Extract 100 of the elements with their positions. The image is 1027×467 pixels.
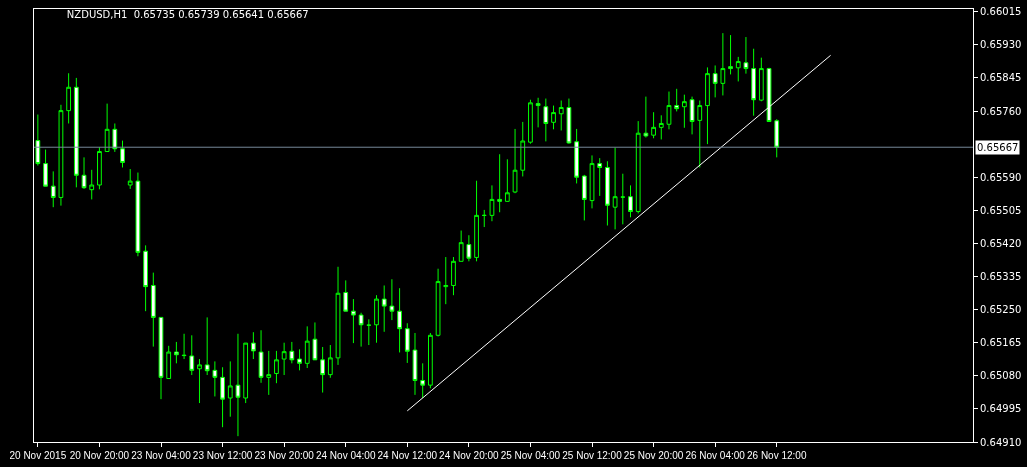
- candlestick: [535, 97, 541, 128]
- candlestick: [458, 230, 464, 262]
- candlestick: [304, 325, 310, 369]
- y-tick-label: 0.65505: [980, 204, 1022, 216]
- candlestick: [635, 120, 641, 214]
- candlestick: [204, 316, 210, 376]
- candlestick: [66, 72, 72, 124]
- candlestick: [589, 154, 595, 209]
- y-tick-label: 0.65845: [980, 72, 1022, 84]
- candlestick: [504, 158, 510, 202]
- y-tick-label: 0.65930: [980, 39, 1022, 51]
- candlestick: [120, 140, 125, 168]
- candlestick: [250, 331, 256, 360]
- candlestick: [620, 173, 626, 225]
- x-tick-label: 25 Nov 12:00: [562, 450, 623, 461]
- candlestick: [751, 48, 757, 117]
- candlestick: [443, 256, 449, 305]
- candlestick: [381, 284, 387, 333]
- x-tick-label: 23 Nov 12:00: [192, 450, 253, 461]
- x-tick-label: 20 Nov 20:00: [69, 450, 130, 461]
- candlestick: [274, 350, 279, 384]
- candlestick: [451, 256, 456, 296]
- x-tick-label: 25 Nov 04:00: [500, 450, 561, 461]
- candlestick: [389, 278, 395, 321]
- candlestick: [197, 358, 202, 404]
- candlestick: [528, 99, 533, 145]
- candlestick: [581, 174, 587, 221]
- candlestick: [43, 149, 48, 187]
- candlestick: [189, 334, 195, 376]
- x-tick-label: 20 Nov 2015: [9, 450, 67, 461]
- candlestick: [258, 329, 264, 384]
- candlestick: [574, 128, 579, 184]
- candlestick: [343, 279, 349, 312]
- y-tick-label: 0.65165: [980, 337, 1022, 349]
- candlestick: [420, 362, 426, 399]
- candlestick: [766, 67, 772, 123]
- x-tick-label: 26 Nov 04:00: [685, 450, 746, 461]
- x-tick-label: 24 Nov 12:00: [377, 450, 438, 461]
- candlestick: [689, 96, 695, 135]
- candlestick: [212, 360, 218, 397]
- candlestick: [397, 287, 402, 353]
- candlestick: [112, 122, 118, 153]
- candlestick: [73, 77, 79, 188]
- y-tick-label: 0.65335: [980, 271, 1022, 283]
- x-tick-label: 23 Nov 20:00: [254, 450, 315, 461]
- x-tick-label: 24 Nov 04:00: [315, 450, 376, 461]
- candlestick: [481, 209, 487, 228]
- candlestick: [158, 316, 164, 400]
- candlestick: [697, 100, 703, 168]
- x-tick-label: 23 Nov 04:00: [131, 450, 192, 461]
- candlestick: [551, 105, 556, 130]
- candlestick: [643, 96, 649, 138]
- x-tick-label: 24 Nov 20:00: [439, 450, 500, 461]
- candlestick: [520, 121, 526, 177]
- chart-title: NZDUSD,H1 0.65735 0.65739 0.65641 0.65667: [66, 9, 309, 21]
- candlestick: [404, 322, 410, 364]
- candlestick: [512, 128, 518, 194]
- candlestick: [666, 91, 672, 130]
- candlestick: [428, 332, 433, 389]
- candlestick: [612, 147, 618, 230]
- candlestick: [628, 184, 633, 218]
- candlestick: [412, 332, 418, 396]
- candlestick: [758, 57, 764, 102]
- candlestick: [97, 146, 102, 190]
- candlestick: [605, 160, 610, 226]
- y-tick-label: 0.65080: [980, 370, 1022, 382]
- y-tick-label: 0.66015: [980, 6, 1022, 18]
- candlestick: [720, 32, 726, 96]
- y-tick-label: 0.65250: [980, 304, 1022, 316]
- x-tick-label: 25 Nov 20:00: [623, 450, 684, 461]
- candlestick: [497, 153, 503, 213]
- x-tick-label: 26 Nov 12:00: [746, 450, 807, 461]
- candlestick: [335, 266, 341, 366]
- candlestick: [174, 341, 179, 364]
- candlestick: [543, 98, 549, 142]
- candlestick: [435, 268, 441, 337]
- y-tick-label: 0.65760: [980, 105, 1022, 117]
- ref-line-label: 0.65667: [977, 142, 1019, 153]
- candlestick: [50, 170, 56, 208]
- candlestick: [89, 169, 95, 200]
- candlestick: [674, 88, 680, 112]
- candlestick: [135, 172, 141, 257]
- candlestick: [358, 312, 364, 348]
- candlestick: [297, 348, 302, 371]
- candlestick: [166, 345, 172, 380]
- y-tick-label: 0.64910: [980, 436, 1022, 448]
- candlestick: [712, 64, 718, 98]
- candlestick: [312, 321, 318, 361]
- candlestick: [366, 318, 372, 346]
- candlestick: [558, 100, 564, 131]
- candlestick: [150, 272, 156, 348]
- candlestick: [728, 34, 733, 75]
- candlestick: [220, 366, 225, 428]
- candlestick: [243, 342, 249, 404]
- candlestick: [266, 350, 272, 396]
- candlestick: [143, 244, 148, 312]
- candlestick: [289, 341, 295, 364]
- candlestick: [474, 180, 479, 262]
- y-tick-label: 0.65420: [980, 237, 1022, 249]
- candlestick: [351, 298, 356, 344]
